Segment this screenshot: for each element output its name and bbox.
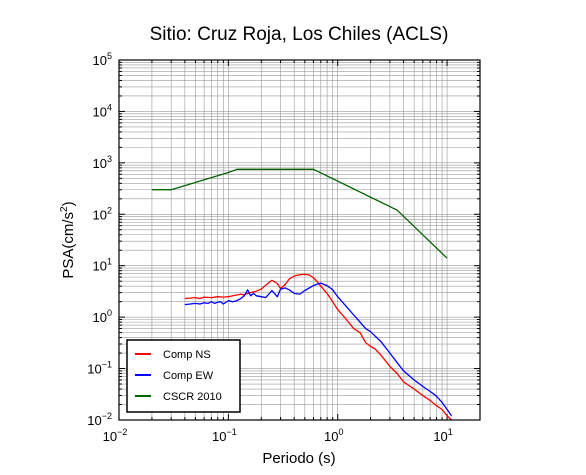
- y-axis-label-tail: ): [60, 201, 77, 206]
- y-axis-label: PSA(cm/s2): [59, 201, 77, 278]
- x-tick-label-exponent: 0: [338, 427, 343, 437]
- x-tick-label: 101: [433, 427, 452, 444]
- y-tick-label: 101: [93, 257, 112, 274]
- x-axis-label: Periodo (s): [262, 450, 335, 467]
- x-tick-label-exponent: −2: [117, 427, 127, 437]
- y-tick-label-exponent: −2: [102, 411, 112, 421]
- legend-label-comp-ns: Comp NS: [163, 349, 211, 361]
- y-tick-label-exponent: 5: [107, 51, 112, 61]
- y-tick-label-base: 10: [87, 413, 101, 428]
- legend-entries: Comp NS Comp EW CSCR 2010: [135, 349, 222, 403]
- y-tick-label-exponent: 3: [107, 154, 112, 164]
- y-tick-label-exponent: −1: [102, 360, 112, 370]
- series-lines: [151, 168, 453, 420]
- y-tick-label-base: 10: [93, 104, 107, 119]
- x-tick-labels: 10−2 10−1 100 101: [103, 427, 453, 444]
- y-tick-label-exponent: 0: [107, 308, 112, 318]
- y-tick-label-base: 10: [93, 259, 107, 274]
- x-tick-label-base: 10: [212, 429, 226, 444]
- x-tick-label-base: 10: [433, 429, 447, 444]
- y-tick-label-exponent: 1: [107, 257, 112, 267]
- y-tick-label-base: 10: [93, 207, 107, 222]
- x-tick-label: 10−2: [103, 427, 128, 444]
- y-axis-label-base: PSA(cm/s: [60, 212, 77, 279]
- x-tick-label-base: 10: [324, 429, 338, 444]
- y-tick-label: 104: [93, 102, 112, 119]
- y-tick-label-base: 10: [93, 53, 107, 68]
- y-tick-label-base: 10: [87, 362, 101, 377]
- y-tick-label: 103: [93, 154, 112, 171]
- y-tick-label-base: 10: [93, 310, 107, 325]
- x-tick-label-exponent: 1: [448, 427, 453, 437]
- y-tick-label: 105: [93, 51, 112, 68]
- y-tick-label: 102: [93, 205, 112, 222]
- series-line-comp-ew: [184, 282, 453, 417]
- plot-frame: [118, 59, 481, 421]
- grid: [118, 59, 481, 421]
- legend-label-comp-ew: Comp EW: [163, 370, 214, 382]
- legend: Comp NS Comp EW CSCR 2010: [126, 339, 241, 413]
- x-tick-label: 10−1: [212, 427, 237, 444]
- legend-label-cscr-2010: CSCR 2010: [163, 391, 222, 403]
- x-tick-label-base: 10: [103, 429, 117, 444]
- y-tick-label: 10−2: [87, 411, 112, 428]
- y-tick-label-exponent: 4: [107, 102, 112, 112]
- x-tick-label: 100: [324, 427, 343, 444]
- y-axis-label-superscript: 2: [59, 206, 70, 212]
- y-tick-label: 100: [93, 308, 112, 325]
- chart-title: Sitio: Cruz Roja, Los Chiles (ACLS): [150, 24, 449, 45]
- x-tick-label-exponent: −1: [226, 427, 236, 437]
- y-tick-label: 10−1: [87, 360, 112, 377]
- series-line-comp-ns: [184, 273, 453, 420]
- series-line-cscr-2010: [151, 168, 448, 259]
- y-tick-label-base: 10: [93, 156, 107, 171]
- y-tick-label-exponent: 2: [107, 205, 112, 215]
